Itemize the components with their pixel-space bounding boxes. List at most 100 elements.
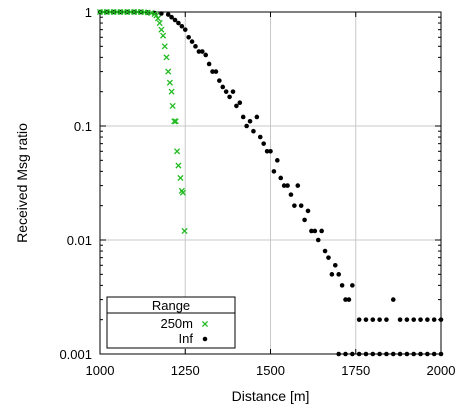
point-250m xyxy=(165,68,172,75)
point-inf xyxy=(159,11,164,16)
point-inf xyxy=(438,317,444,322)
point-inf xyxy=(377,351,382,357)
point-inf xyxy=(288,192,294,197)
point-inf xyxy=(220,84,226,90)
point-inf xyxy=(281,183,287,188)
x-tick-label: 1500 xyxy=(256,363,285,378)
x-tick-label: 1750 xyxy=(341,363,370,378)
point-250m xyxy=(172,118,179,125)
point-inf xyxy=(305,208,311,214)
point-inf xyxy=(189,39,195,44)
point-inf xyxy=(350,283,355,288)
point-inf xyxy=(404,317,410,322)
point-inf xyxy=(186,34,191,40)
y-axis-title: Received Msg ratio xyxy=(14,123,30,243)
point-inf xyxy=(292,203,297,208)
point-inf xyxy=(295,183,301,188)
point-inf xyxy=(363,317,369,322)
point-250m xyxy=(171,118,178,125)
point-inf xyxy=(339,283,345,288)
legend-box xyxy=(106,296,236,349)
point-inf xyxy=(404,351,410,357)
point-inf xyxy=(261,141,266,146)
point-inf xyxy=(411,351,417,357)
x-tick-label: 1000 xyxy=(86,363,115,378)
point-inf xyxy=(397,351,403,357)
point-250m xyxy=(174,148,181,155)
point-inf xyxy=(370,351,376,357)
point-inf xyxy=(397,317,403,322)
point-inf xyxy=(431,317,437,322)
point-inf xyxy=(319,228,324,234)
point-inf xyxy=(322,248,328,254)
point-250m xyxy=(175,162,182,169)
point-inf xyxy=(275,158,280,163)
point-250m xyxy=(181,227,188,235)
point-inf xyxy=(213,69,219,74)
point-inf xyxy=(230,89,236,94)
point-inf xyxy=(206,61,212,67)
point-inf xyxy=(332,262,338,268)
point-inf xyxy=(240,114,246,120)
point-inf xyxy=(377,317,382,322)
point-inf xyxy=(271,169,277,174)
point-inf xyxy=(329,272,335,277)
y-tick-label: 1 xyxy=(85,5,92,20)
point-250m xyxy=(156,19,163,27)
point-inf xyxy=(425,317,430,322)
x-tick-label: 2000 xyxy=(427,363,456,378)
point-inf xyxy=(227,94,232,100)
point-inf xyxy=(200,49,205,54)
point-inf xyxy=(223,89,229,94)
point-250m xyxy=(163,54,170,61)
point-inf xyxy=(438,351,444,357)
point-inf xyxy=(257,134,263,140)
point-inf xyxy=(411,317,417,322)
point-inf xyxy=(336,272,342,277)
point-inf xyxy=(384,351,389,357)
point-inf xyxy=(302,217,307,223)
point-250m xyxy=(148,9,155,17)
point-inf xyxy=(217,78,222,83)
point-inf xyxy=(182,27,188,32)
point-inf xyxy=(356,351,362,357)
point-inf xyxy=(350,351,355,357)
point-inf xyxy=(254,114,260,120)
point-inf xyxy=(179,23,185,29)
point-250m xyxy=(177,174,184,182)
point-inf xyxy=(203,52,209,58)
legend-entry-250m: 250m xyxy=(160,316,193,331)
legend-title: Range xyxy=(152,298,190,313)
point-inf xyxy=(312,228,318,234)
axis-ticks: 1000 1250 1500 1750 2000 1 0.1 0.01 0.001 xyxy=(59,5,455,378)
point-inf xyxy=(176,20,181,26)
point-inf xyxy=(370,317,376,322)
y-tick-label: 0.001 xyxy=(59,347,92,362)
point-inf xyxy=(346,297,352,302)
point-inf xyxy=(363,351,369,357)
point-inf xyxy=(309,228,314,234)
point-inf xyxy=(172,17,178,23)
point-250m xyxy=(158,26,165,33)
point-inf xyxy=(384,317,389,322)
legend: Range 250m Inf xyxy=(106,296,236,349)
point-inf xyxy=(336,351,342,357)
point-250m xyxy=(161,43,168,50)
legend-entry-inf: Inf xyxy=(179,331,194,346)
point-inf xyxy=(343,297,348,302)
point-inf xyxy=(390,297,396,302)
point-inf xyxy=(343,351,348,357)
point-inf xyxy=(165,12,171,17)
point-inf xyxy=(418,351,423,357)
point-inf xyxy=(418,317,423,322)
point-250m xyxy=(166,79,173,86)
point-inf xyxy=(210,69,215,74)
point-inf xyxy=(169,14,174,20)
point-250m xyxy=(168,88,175,95)
point-250m xyxy=(169,102,176,109)
data-points xyxy=(96,8,444,357)
point-250m xyxy=(154,15,162,22)
point-inf xyxy=(285,183,290,188)
point-inf xyxy=(247,118,253,124)
legend-dot-mark xyxy=(202,336,208,342)
